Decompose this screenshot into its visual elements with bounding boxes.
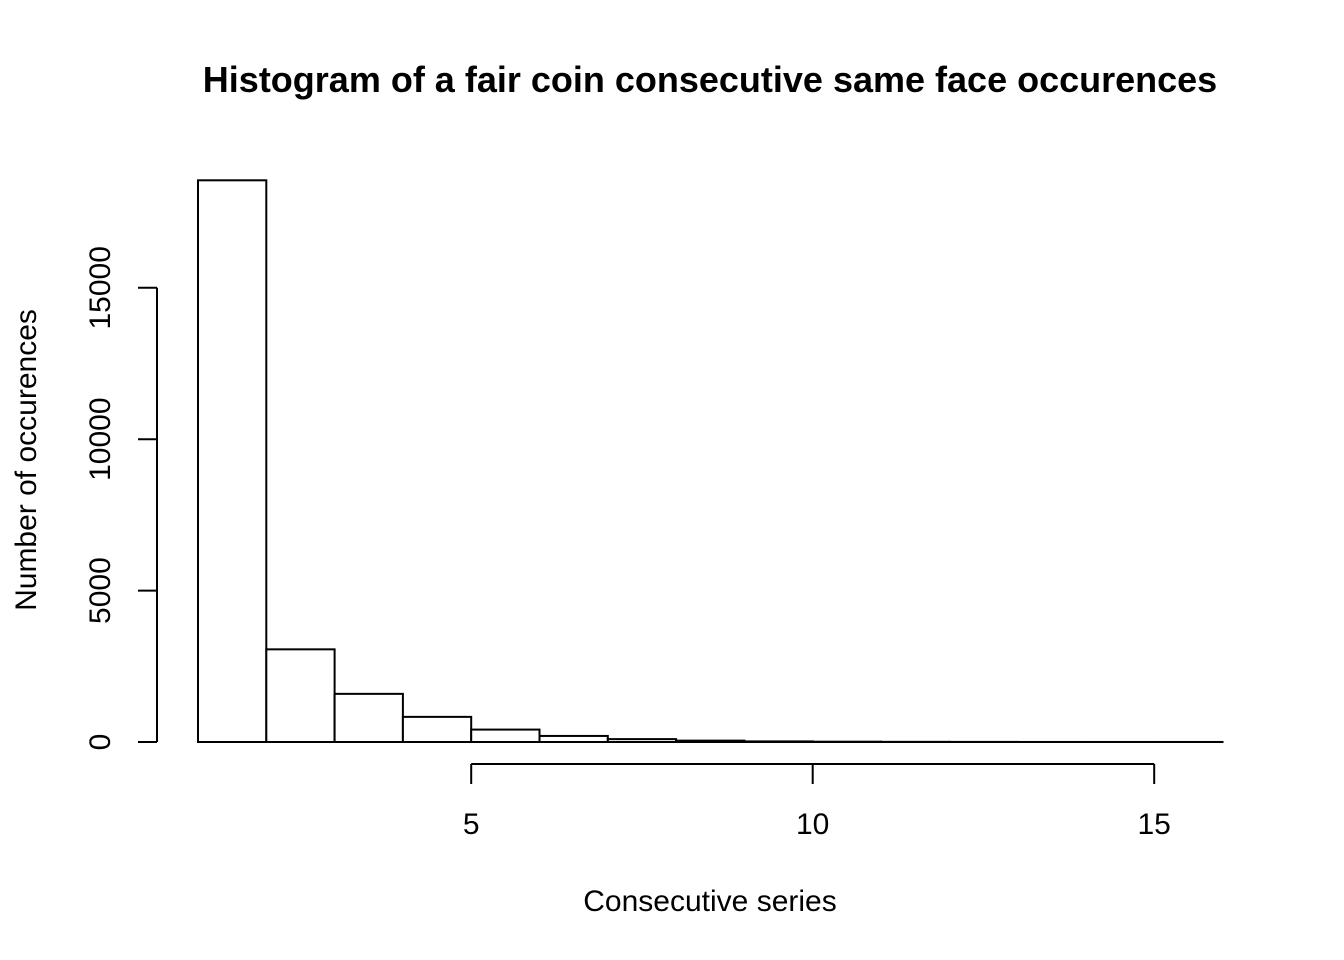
histogram-bar-3 [333,692,404,743]
y-axis-label: Number of occurences [10,309,43,611]
x-tick-label: 15 [1138,808,1171,841]
x-axis-label: Consecutive series [583,885,836,918]
x-axis: 5 10 15 [463,763,1171,841]
chart-title: Histogram of a fair coin consecutive sam… [203,59,1217,100]
x-tick-label: 10 [796,808,829,841]
histogram-bar-7 [606,738,678,744]
histogram-bar-8 [675,739,746,743]
x-tick-label: 5 [463,808,480,841]
histogram-bar-4 [401,715,473,744]
histogram-bar-2 [265,648,336,743]
y-tick-label: 0 [84,734,117,751]
histogram-bar-6 [538,734,609,743]
y-tick-label: 15000 [84,246,117,329]
histogram-bar-1 [197,179,268,743]
histogram-bars [197,179,1224,744]
y-axis: 0 5000 10000 15000 [84,246,158,751]
y-tick-label: 10000 [84,397,117,480]
histogram-bar-9 [743,740,814,744]
y-tick-label: 5000 [84,557,117,624]
histogram-bar-5 [470,728,541,744]
